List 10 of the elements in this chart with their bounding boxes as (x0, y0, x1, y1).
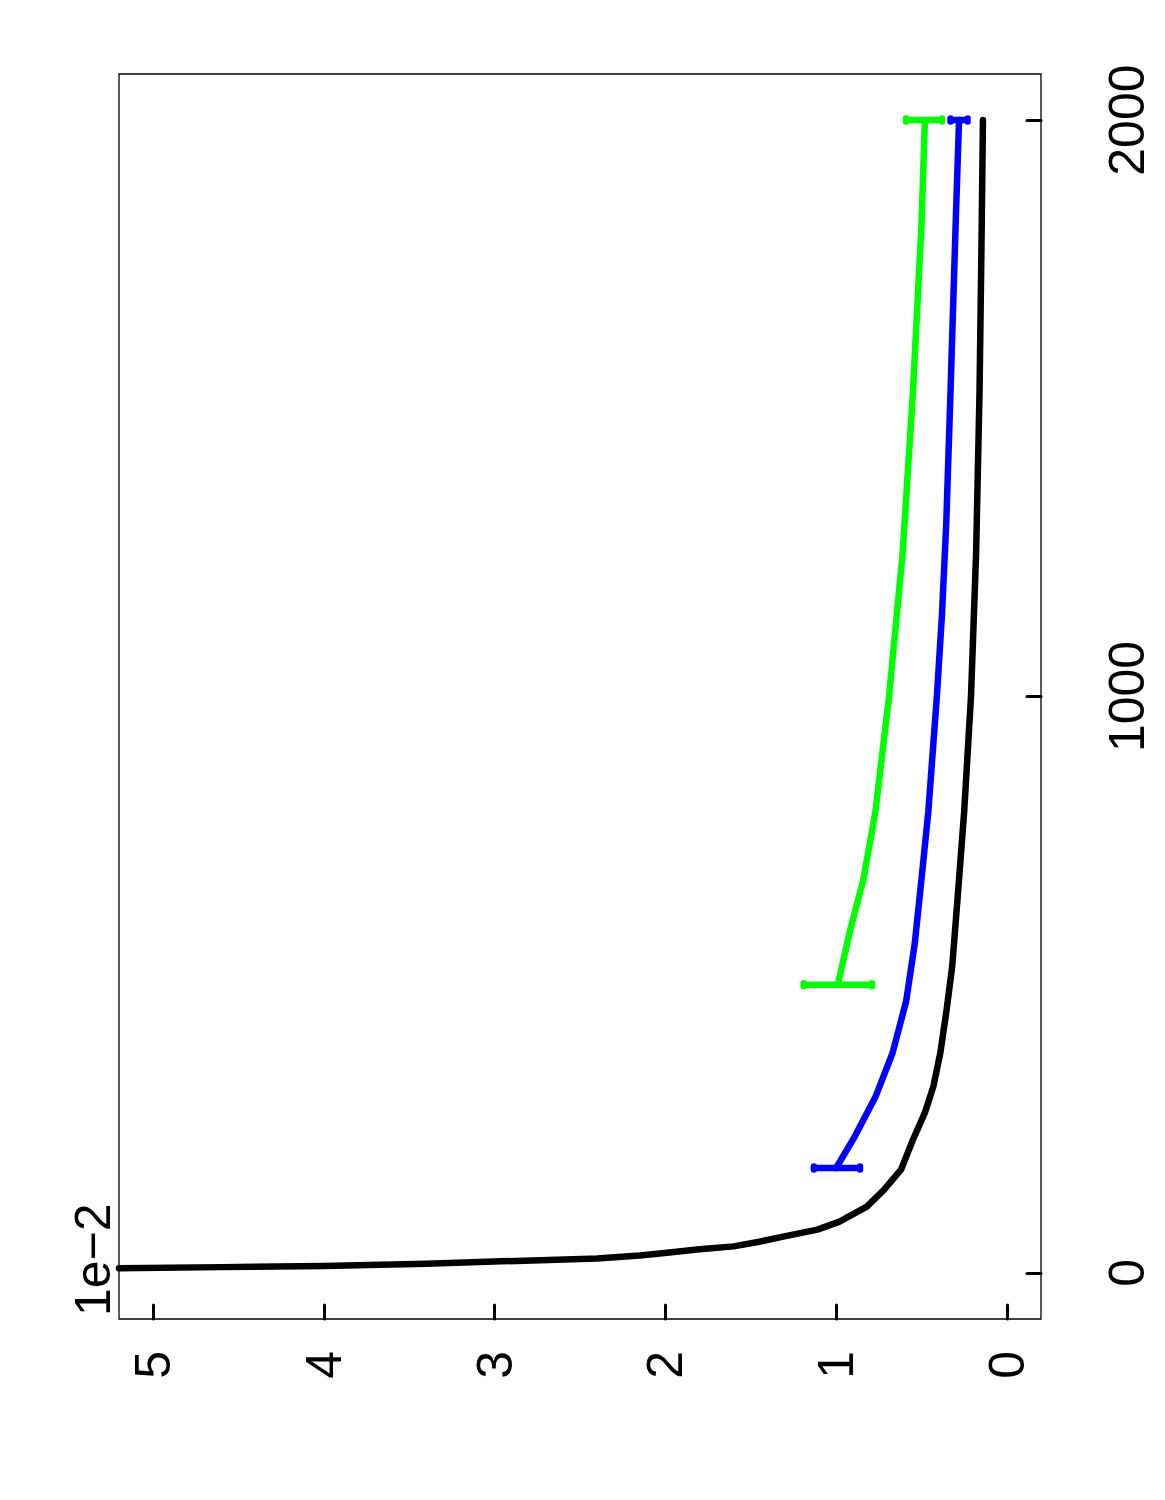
x-tick-label: 5 (125, 1351, 182, 1379)
x-tick-label: 2 (637, 1351, 694, 1379)
y-tick-label: 1000 (1099, 640, 1155, 753)
x-tick-label: 1 (808, 1351, 865, 1379)
x-tick-label: 0 (978, 1351, 1035, 1379)
annotation: 1e−2 (65, 1203, 121, 1316)
x-tick-label: 4 (295, 1351, 352, 1379)
x-tick-label: 3 (466, 1351, 523, 1379)
y-tick-label: 0 (1099, 1258, 1155, 1287)
y-tick-label: 2000 (1099, 64, 1155, 176)
